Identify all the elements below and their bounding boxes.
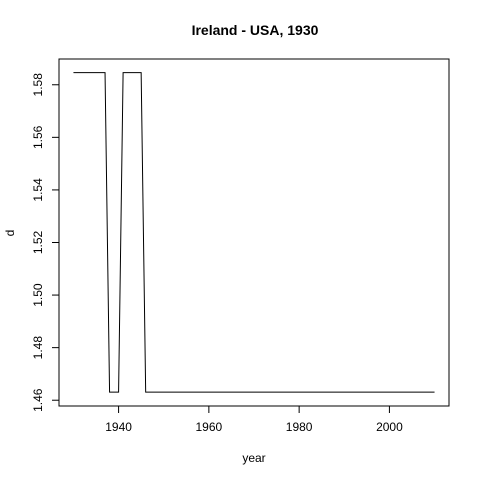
x-tick-label: 2000 bbox=[376, 420, 403, 434]
x-axis: 1940 1960 1980 2000 bbox=[105, 405, 403, 434]
y-axis-label: d bbox=[3, 230, 17, 237]
y-axis: 1.46 1.48 1.50 1.52 1.54 1.56 1.58 bbox=[31, 73, 60, 412]
y-tick-label: 1.52 bbox=[31, 230, 45, 254]
x-axis-label: year bbox=[242, 451, 265, 465]
chart-title: Ireland - USA, 1930 bbox=[192, 22, 319, 38]
plot-frame bbox=[58, 58, 450, 407]
y-tick-label: 1.58 bbox=[31, 73, 45, 97]
x-tick-label: 1940 bbox=[105, 420, 132, 434]
series-line bbox=[73, 72, 435, 393]
y-tick-label: 1.56 bbox=[31, 125, 45, 149]
y-tick-label: 1.54 bbox=[31, 178, 45, 202]
series-layer bbox=[73, 72, 435, 393]
y-tick-label: 1.48 bbox=[31, 336, 45, 360]
x-tick-label: 1960 bbox=[196, 420, 223, 434]
y-tick-label: 1.50 bbox=[31, 283, 45, 307]
x-tick-label: 1980 bbox=[286, 420, 313, 434]
y-tick-label: 1.46 bbox=[31, 388, 45, 412]
